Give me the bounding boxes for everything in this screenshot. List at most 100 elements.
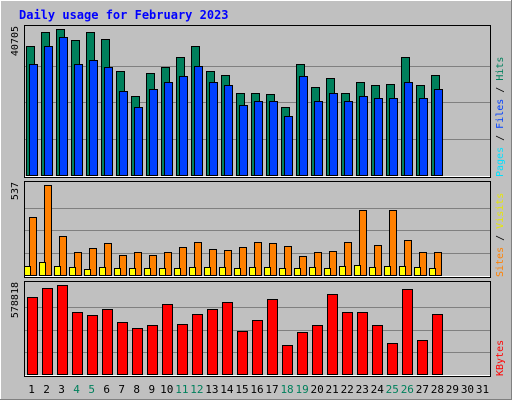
bar-sites-day-21 [324,268,331,276]
x-label-day-8: 8 [133,383,140,396]
bar-files-day-26 [404,82,413,176]
bar-kbytes-day-19 [297,332,308,375]
bar-visits-day-16 [254,242,262,276]
x-label-day-19: 19 [295,383,308,396]
x-label-day-24: 24 [371,383,385,396]
bar-kbytes-day-13 [207,309,218,375]
chart-panels: 40705 Pages / Files / Hits 537 Sites / Visi… [10,25,506,377]
bar-files-day-20 [314,101,323,176]
bar-visits-day-7 [119,255,127,276]
bar-files-day-10 [164,82,173,176]
bar-visits-day-18 [284,246,292,276]
legend-separator: / [495,81,506,99]
bar-files-day-15 [239,105,248,176]
bar-kbytes-day-11 [177,324,188,375]
bar-files-day-16 [254,101,263,176]
bar-sites-day-8 [129,268,136,276]
x-axis-day-labels: 1 2 3 4 5 6 7 8 9 10 11 12 13 14 15 16 17 18 19 20 21 22 23 24 2… [28,383,489,396]
bar-visits-day-12 [194,242,202,276]
bar-visits-day-4 [74,252,82,276]
bar-sites-day-13 [204,267,211,276]
legend-separator: / [495,229,506,247]
bar-sites-day-2 [39,262,46,276]
legend-pages: Pages [495,147,506,177]
bar-sites-day-16 [249,267,256,276]
bar-sites-day-11 [174,268,181,276]
x-label-day-4: 4 [73,383,80,396]
panel-frame [24,281,491,377]
bar-sites-day-6 [99,267,106,276]
bar-sites-day-10 [159,268,166,276]
x-label-day-20: 20 [311,383,324,396]
x-label-day-10: 10 [160,383,173,396]
bar-files-day-2 [44,46,53,176]
panel-kbytes: 578818 KBytes [10,281,506,377]
bar-kbytes-day-12 [192,314,203,375]
legend-sites: Sites [495,247,506,277]
bar-sites-day-1 [24,266,31,276]
x-label-day-7: 7 [118,383,125,396]
bar-kbytes-day-6 [102,309,113,375]
bar-files-day-8 [134,107,143,176]
legend-visits: Visits [495,193,506,229]
bar-files-day-17 [269,101,278,176]
bar-visits-day-3 [59,236,67,276]
bar-sites-day-25 [384,266,391,276]
bar-kbytes-day-14 [222,302,233,375]
legend-separator: / [495,129,506,147]
panel-hits-files-pages: 40705 Pages / Files / Hits [10,25,506,178]
bar-visits-day-5 [89,248,97,276]
bar-sites-day-26 [399,266,406,276]
bar-visits-day-21 [329,251,337,276]
x-label-day-21: 21 [326,383,339,396]
x-label-day-30: 30 [461,383,474,396]
bar-kbytes-day-4 [72,312,83,375]
bar-files-day-9 [149,89,158,176]
bar-visits-day-28 [434,252,442,276]
x-label-day-29: 29 [446,383,459,396]
bar-sites-day-18 [279,268,286,276]
x-label-day-27: 27 [416,383,429,396]
bar-kbytes-day-20 [312,325,323,375]
bar-visits-day-19 [299,256,307,276]
panel-visits-sites: 537 Sites / Visits [10,181,506,278]
bar-kbytes-day-15 [237,331,248,375]
bar-kbytes-day-5 [87,315,98,375]
bar-visits-day-2 [44,185,52,276]
x-label-day-26: 26 [401,383,414,396]
bar-files-day-3 [59,37,68,176]
bar-sites-day-14 [219,267,226,276]
bar-sites-day-22 [339,266,346,276]
bar-files-day-24 [374,98,383,176]
bar-kbytes-day-18 [282,345,293,375]
bar-files-day-5 [89,60,98,176]
x-label-day-15: 15 [235,383,248,396]
bar-files-day-1 [29,64,38,176]
x-label-day-17: 17 [265,383,278,396]
bar-files-day-6 [104,67,113,176]
legend-kbytes: KBytes [495,340,506,376]
bar-sites-day-9 [144,268,151,276]
bar-files-day-12 [194,66,203,176]
bar-kbytes-day-2 [42,288,53,375]
bar-files-day-23 [359,96,368,176]
bar-files-day-19 [299,76,308,176]
bar-kbytes-day-7 [117,322,128,375]
legend-hits-files-pages: Pages / Files / Hits [495,57,506,177]
bar-sites-day-19 [294,268,301,276]
bar-files-day-28 [434,89,443,176]
bar-kbytes-day-23 [357,312,368,375]
panel-frame [24,25,491,178]
x-label-day-25: 25 [386,383,399,396]
y-axis-max-label: 578818 [10,282,21,318]
bar-sites-day-5 [84,269,91,276]
bar-kbytes-day-25 [387,343,398,375]
bar-files-day-22 [344,101,353,176]
bar-visits-day-1 [29,217,37,276]
bar-files-day-11 [179,76,188,176]
bar-kbytes-day-26 [402,289,413,375]
bar-visits-day-25 [389,210,397,276]
x-label-day-14: 14 [220,383,234,396]
bar-kbytes-day-21 [327,294,338,375]
